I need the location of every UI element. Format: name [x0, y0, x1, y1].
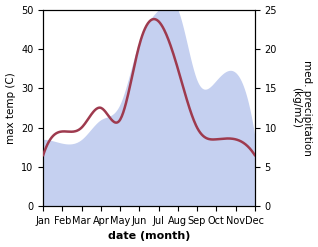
X-axis label: date (month): date (month)	[108, 231, 190, 242]
Y-axis label: med. precipitation
(kg/m2): med. precipitation (kg/m2)	[291, 60, 313, 156]
Y-axis label: max temp (C): max temp (C)	[5, 72, 16, 144]
